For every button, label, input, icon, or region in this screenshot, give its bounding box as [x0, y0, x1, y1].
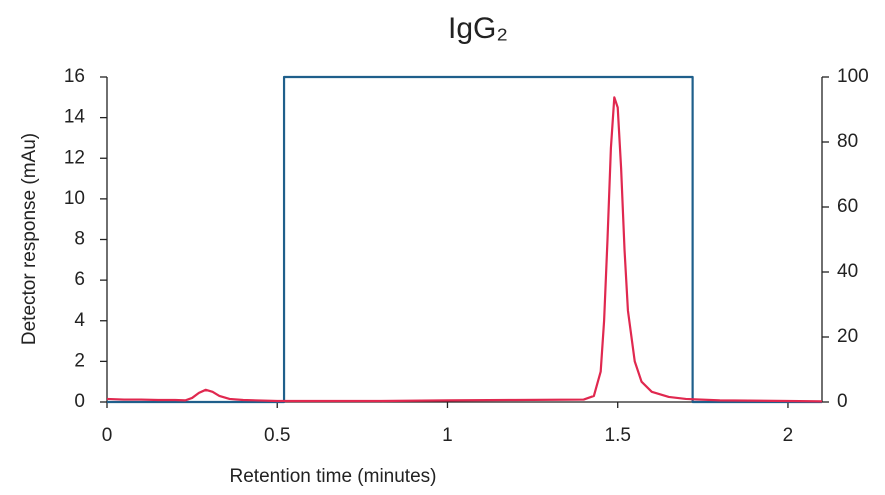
chart-title: IgG₂ — [448, 12, 508, 45]
y-tick-label: 2 — [74, 350, 85, 371]
y-tick-label: 12 — [64, 147, 85, 168]
y-tick-label: 14 — [64, 107, 86, 128]
y2-tick-label: 20 — [837, 326, 858, 347]
x-tick-label: 1.5 — [605, 425, 631, 446]
x-axis-label: Retention time (minutes) — [230, 466, 437, 487]
data-line — [107, 75, 822, 404]
y-tick-label: 4 — [74, 310, 85, 331]
y2-tick-label: 60 — [837, 196, 858, 217]
y-axis-label: Detector response (mAu) — [19, 133, 40, 345]
data-line — [106, 96, 823, 403]
y-tick-label: 0 — [74, 391, 85, 412]
y2-tick-label: 40 — [837, 261, 858, 282]
x-tick-label: 1 — [442, 425, 453, 446]
y2-tick-label: 100 — [837, 66, 869, 87]
y2-tick-label: 80 — [837, 131, 858, 152]
x-tick-label: 0.5 — [264, 425, 290, 446]
y2-tick-label: 0 — [837, 391, 848, 412]
y-tick-label: 8 — [74, 229, 85, 250]
x-tick-label: 0 — [102, 425, 113, 446]
x-tick-label: 2 — [783, 425, 794, 446]
y-tick-label: 10 — [64, 188, 85, 209]
y-tick-label: 16 — [64, 66, 85, 87]
y-tick-label: 6 — [74, 269, 85, 290]
